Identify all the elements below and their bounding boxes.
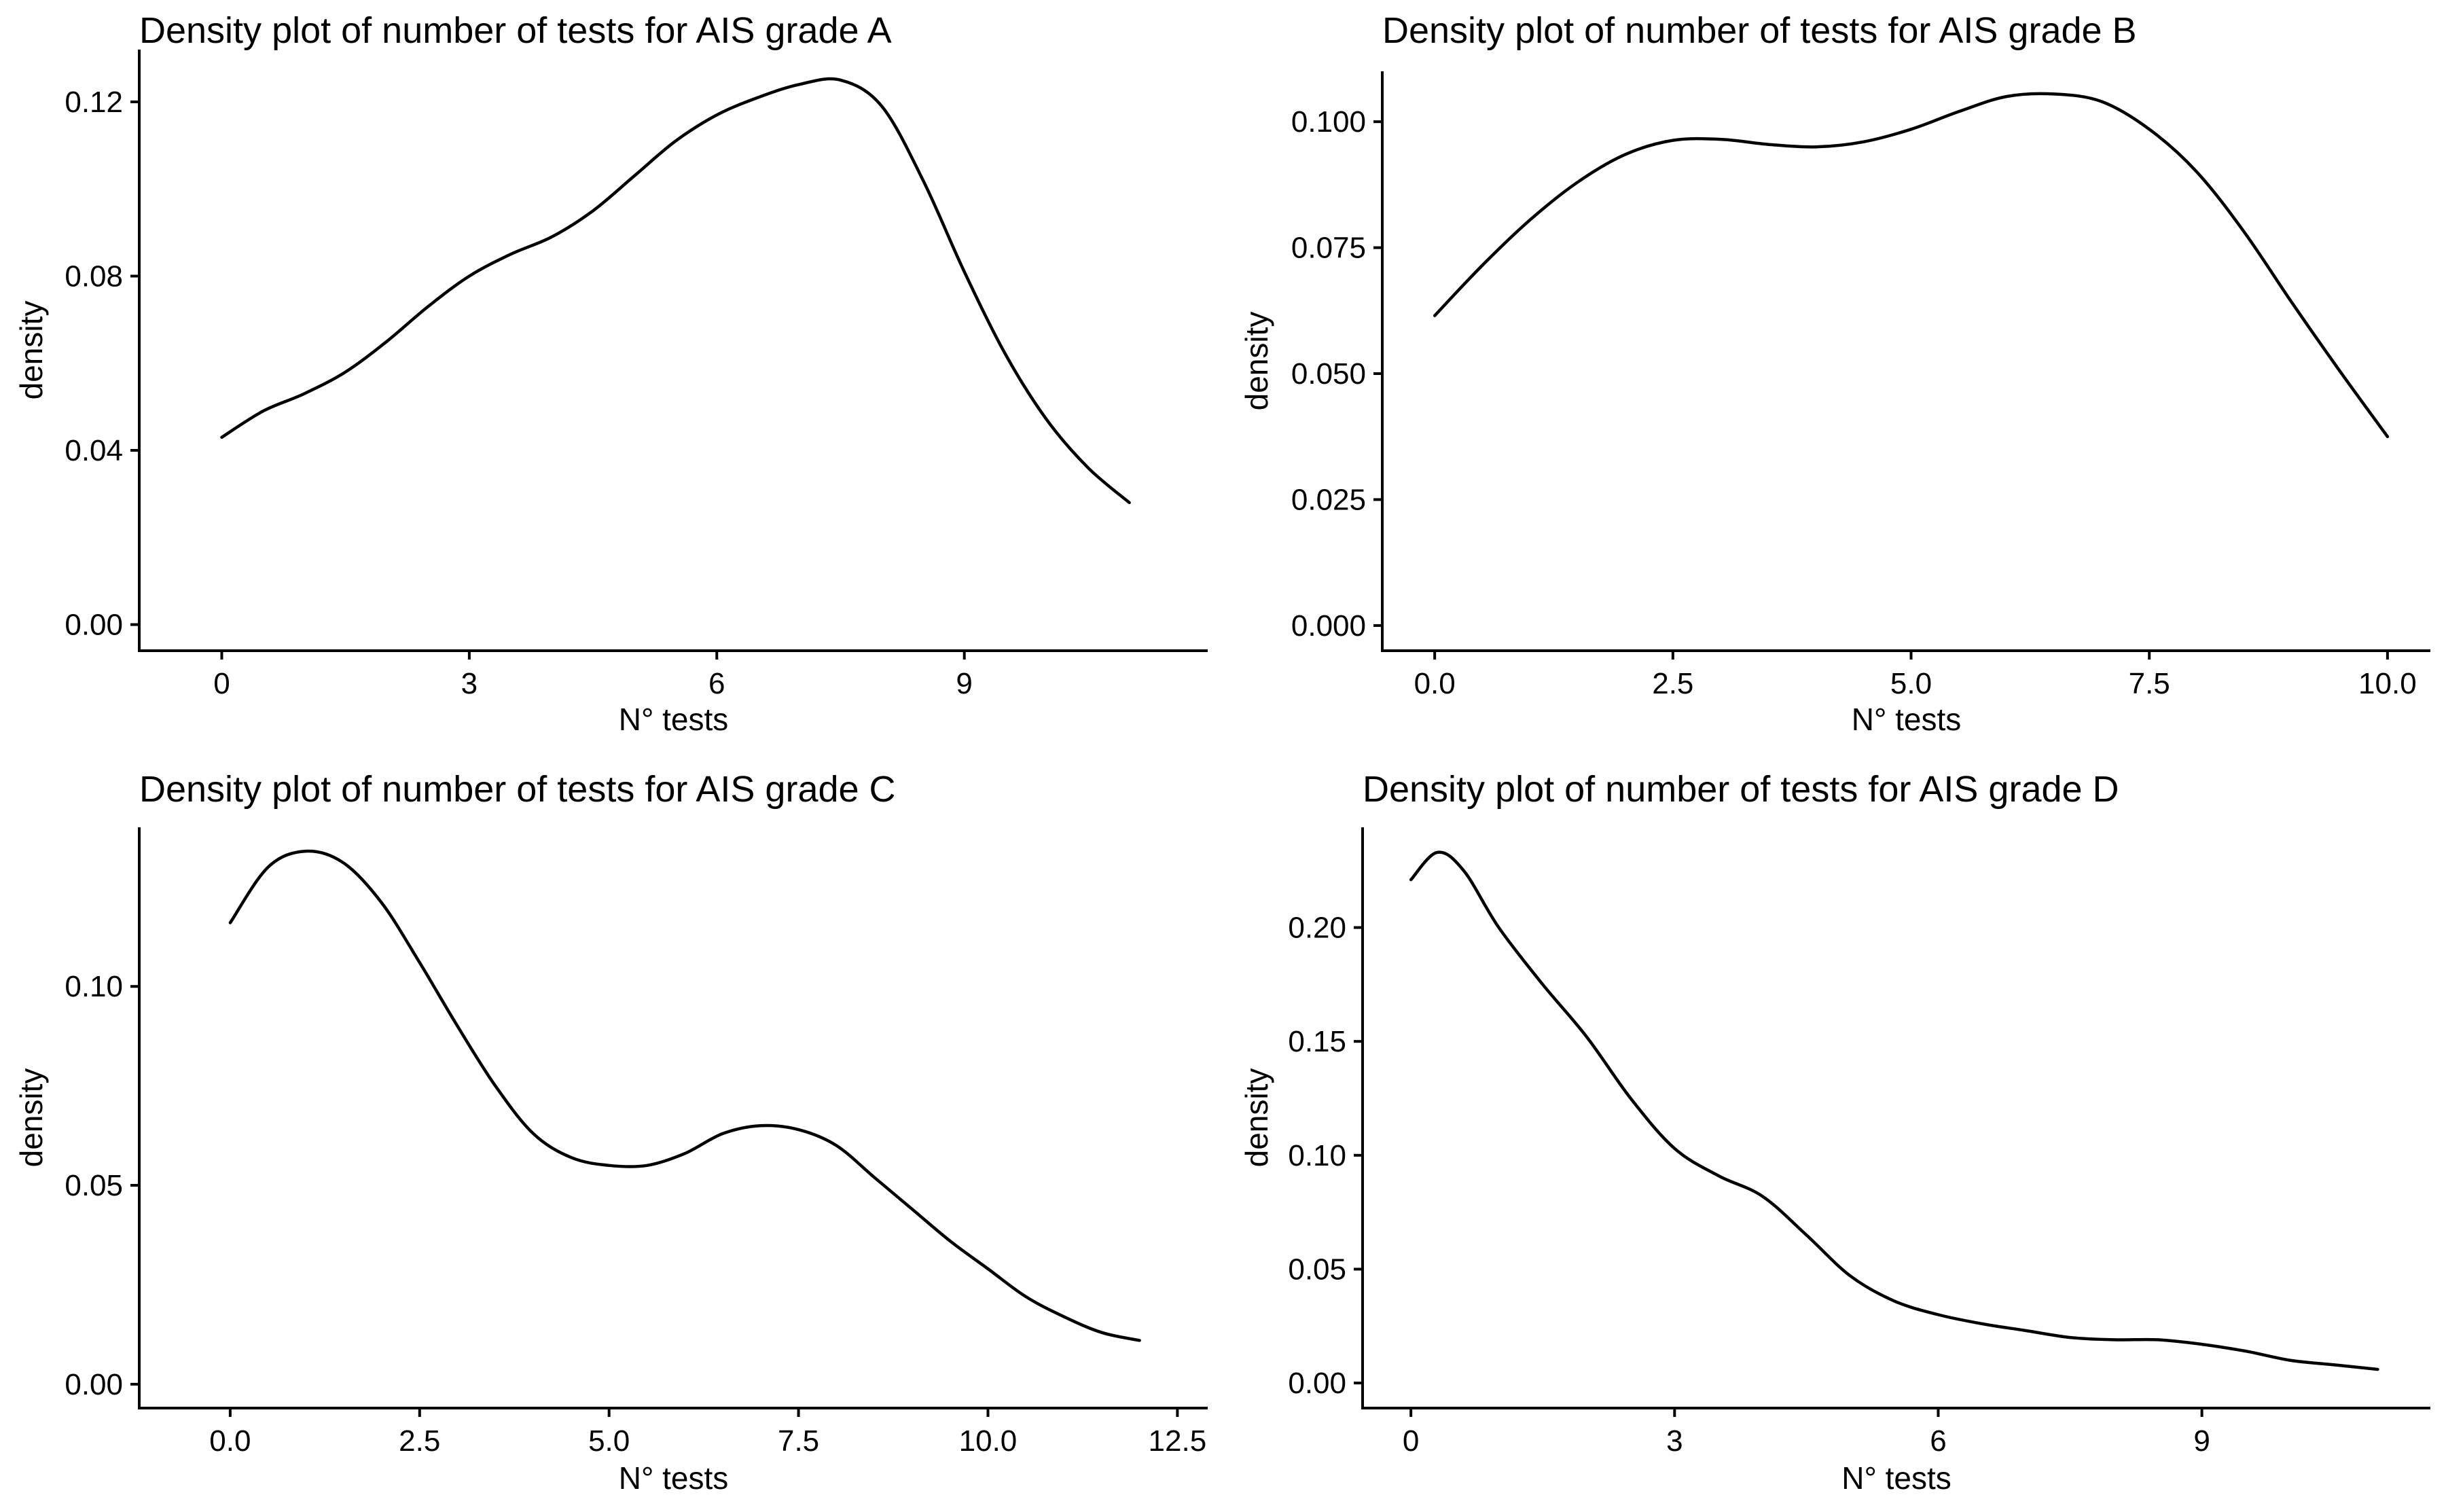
y-tick-label: 0.15 [1288,1025,1346,1058]
y-tick-label: 0.000 [1291,609,1366,643]
x-axis-label: N° tests [1841,1460,1952,1496]
density-curve [1409,850,2379,1371]
x-tick-label: 6 [1930,1424,1946,1458]
panel-grade-c: Density plot of number of tests for AIS … [14,769,1208,1496]
x-tick-label: 5.0 [1890,667,1932,700]
y-tick-label: 0.025 [1291,483,1366,516]
x-tick-label: 2.5 [1652,667,1693,700]
panel-grade-a: Density plot of number of tests for AIS … [14,10,1208,737]
panel-grade-d: Density plot of number of tests for AIS … [1239,769,2430,1496]
y-axis-label: density [1239,1068,1274,1168]
x-tick-label: 3 [461,667,478,700]
y-axis-label: density [14,1068,49,1168]
x-tick-label: 3 [1666,1424,1683,1458]
axis-ticks: 0.0 2.5 5.0 7.5 10.0 0.000 0.025 0.050 0.075 0.10… [1291,105,2417,700]
y-tick-label: 0.075 [1291,232,1366,265]
x-tick-label: 7.5 [2129,667,2170,700]
x-tick-label: 0.0 [1414,667,1456,700]
axis-ticks: 0.0 2.5 5.0 7.5 10.0 12.5 0.00 0.05 0.10 [65,970,1206,1458]
y-tick-label: 0.00 [65,609,123,642]
density-curve [1433,92,2390,439]
y-tick-label: 0.12 [65,86,123,119]
y-tick-label: 0.100 [1291,105,1366,139]
y-tick-label: 0.00 [1288,1367,1346,1400]
x-tick-label: 9 [956,667,972,700]
y-axis-label: density [1239,312,1274,411]
y-tick-label: 0.050 [1291,357,1366,391]
y-tick-label: 0.05 [65,1169,123,1202]
axis-frame [138,827,1208,1409]
y-tick-label: 0.05 [1288,1253,1346,1286]
x-axis-label: N° tests [619,702,729,737]
density-curve [220,77,1131,505]
x-axis-label: N° tests [619,1460,729,1496]
y-tick-label: 0.00 [65,1368,123,1401]
x-tick-label: 10.0 [959,1424,1018,1458]
x-tick-label: 2.5 [399,1424,440,1458]
axis-frame [138,50,1208,652]
y-axis-label: density [14,301,49,400]
x-tick-label: 0 [213,667,230,700]
x-tick-label: 6 [708,667,725,700]
panel-grade-b: Density plot of number of tests for AIS … [1239,10,2430,737]
y-tick-label: 0.20 [1288,912,1346,945]
axis-frame [1381,71,2430,652]
x-axis-label: N° tests [1852,702,1962,737]
panel-title: Density plot of number of tests for AIS … [139,769,896,810]
x-tick-label: 0 [1403,1424,1419,1458]
panel-title: Density plot of number of tests for AIS … [1363,769,2119,810]
density-curve [228,849,1141,1342]
axis-frame [1361,827,2430,1409]
x-tick-label: 10.0 [2358,667,2417,700]
panel-title: Density plot of number of tests for AIS … [139,10,892,51]
x-tick-label: 9 [2193,1424,2210,1458]
x-tick-label: 5.0 [588,1424,630,1458]
axis-ticks: 0 3 6 9 0.00 0.04 0.08 0.12 [65,86,973,700]
panel-title: Density plot of number of tests for AIS … [1382,10,2137,51]
x-tick-label: 12.5 [1149,1424,1207,1458]
y-tick-label: 0.08 [65,259,123,293]
x-tick-label: 7.5 [778,1424,819,1458]
y-tick-label: 0.10 [65,970,123,1003]
axis-ticks: 0 3 6 9 0.00 0.05 0.10 0.15 0.20 [1288,912,2210,1458]
x-tick-label: 0.0 [209,1424,251,1458]
y-tick-label: 0.10 [1288,1139,1346,1172]
y-tick-label: 0.04 [65,434,123,467]
